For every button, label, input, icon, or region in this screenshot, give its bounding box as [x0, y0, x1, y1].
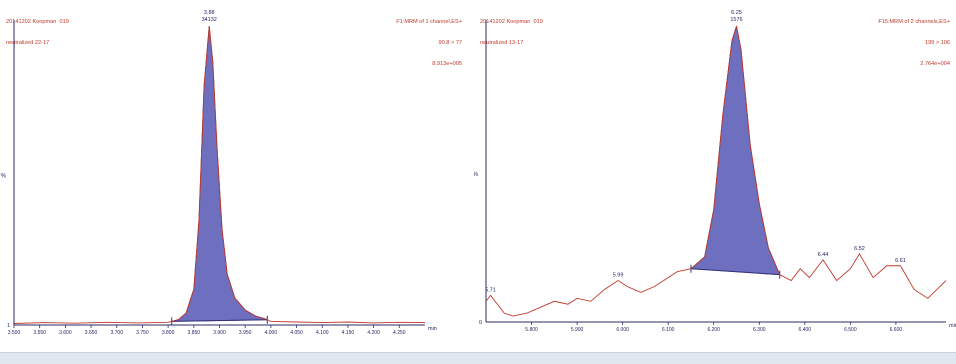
x-tick-label: 6.100: [662, 327, 675, 333]
x-tick-label: 6.300: [753, 327, 766, 333]
chromatogram-panel-right: 20141202 Koopman 019 neutralized 13-17 F…: [474, 0, 956, 352]
x-tick-label: 3.650: [85, 330, 98, 336]
x-tick-label: 6.600: [890, 327, 903, 333]
intensity-scale: 2.764e+004: [920, 61, 950, 67]
mrm-transition: 90.8 > 77: [438, 40, 462, 46]
sample-info-right: 20141202 Koopman 019 neutralized 13-17: [480, 5, 543, 61]
peak-retention-time-label: 6.25: [731, 10, 742, 16]
sample-info-left: 20141202 Koopman 019 neutralized 22-17: [6, 5, 69, 61]
channel-function: F15:MRM of 2 channels,ES+: [878, 19, 950, 25]
peak-label: 5.71: [485, 287, 496, 293]
x-tick-label: 3.500: [8, 330, 21, 336]
sample-description: neutralized 13-17: [480, 40, 524, 46]
peak-baseline: [171, 319, 268, 322]
x-tick-label: 3.550: [33, 330, 46, 336]
intensity-scale: 8.913e+005: [432, 61, 462, 67]
x-tick-label: 5.900: [571, 327, 584, 333]
integrated-peak: [171, 25, 268, 322]
x-tick-label: 3.700: [110, 330, 123, 336]
y-tick-label: 0: [479, 320, 482, 326]
peak-area-label: 34132: [202, 17, 217, 23]
x-tick-label: 5.800: [525, 327, 538, 333]
x-tick-label: 3.750: [136, 330, 149, 336]
x-tick-label: 6.400: [799, 327, 812, 333]
x-tick-label: 4.000: [265, 330, 278, 336]
x-tick-label: 3.850: [188, 330, 201, 336]
mrm-transition: 199 > 106: [924, 40, 950, 46]
window-bottom-bar: [0, 352, 956, 364]
peak-label: 6.61: [895, 258, 906, 264]
x-tick-label: 4.250: [393, 330, 406, 336]
channel-info-right: F15:MRM of 2 channels,ES+ 199 > 106 2.76…: [878, 5, 950, 82]
y-axis-label: %: [1, 174, 7, 180]
x-tick-label: 3.950: [239, 330, 252, 336]
x-axis-unit: min: [428, 326, 437, 332]
x-tick-label: 6.200: [707, 327, 720, 333]
peak-label: 6.52: [854, 246, 865, 252]
x-tick-label: 4.150: [342, 330, 355, 336]
channel-function: F1:MRM of 1 channel,ES+: [396, 19, 462, 25]
x-axis-unit: min: [949, 323, 956, 329]
chromatogram-trace: [485, 25, 947, 317]
x-tick-label: 3.800: [162, 330, 175, 336]
x-tick-label: 3.600: [59, 330, 72, 336]
peak-area-label: 1576: [730, 17, 742, 23]
x-tick-label: 4.050: [290, 330, 303, 336]
sample-name: 20141202 Koopman 019: [6, 19, 69, 25]
x-tick-label: 4.100: [316, 330, 329, 336]
x-tick-label: 6.500: [844, 327, 857, 333]
x-tick-label: 6.000: [616, 327, 629, 333]
peak-label: 5.99: [613, 273, 624, 279]
y-tick-label: 1: [7, 323, 10, 329]
peak-label: 6.44: [818, 252, 829, 258]
chromatogram-plot-left: % 1 min 3.500 3.550 3.600 3.650 3.700 3.750 3.800…: [1, 10, 437, 336]
peak-retention-time-label: 3.88: [204, 10, 215, 16]
channel-info-left: F1:MRM of 1 channel,ES+ 90.8 > 77 8.913e…: [396, 5, 462, 82]
sample-description: neutralized 22-17: [6, 40, 50, 46]
chromatogram-trace: [13, 25, 426, 324]
chromatogram-plot-right: % 0 min 5.800 5.900 6.000 6.100 6.200 6.300 6.400…: [474, 10, 956, 333]
sample-name: 20141202 Koopman 019: [480, 19, 543, 25]
x-tick-label: 4.200: [367, 330, 380, 336]
x-tick-label: 3.900: [213, 330, 226, 336]
chromatogram-panel-left: 20141202 Koopman 019 neutralized 22-17 F…: [0, 0, 468, 352]
peak-baseline: [690, 268, 780, 276]
y-axis-label: %: [474, 172, 479, 178]
